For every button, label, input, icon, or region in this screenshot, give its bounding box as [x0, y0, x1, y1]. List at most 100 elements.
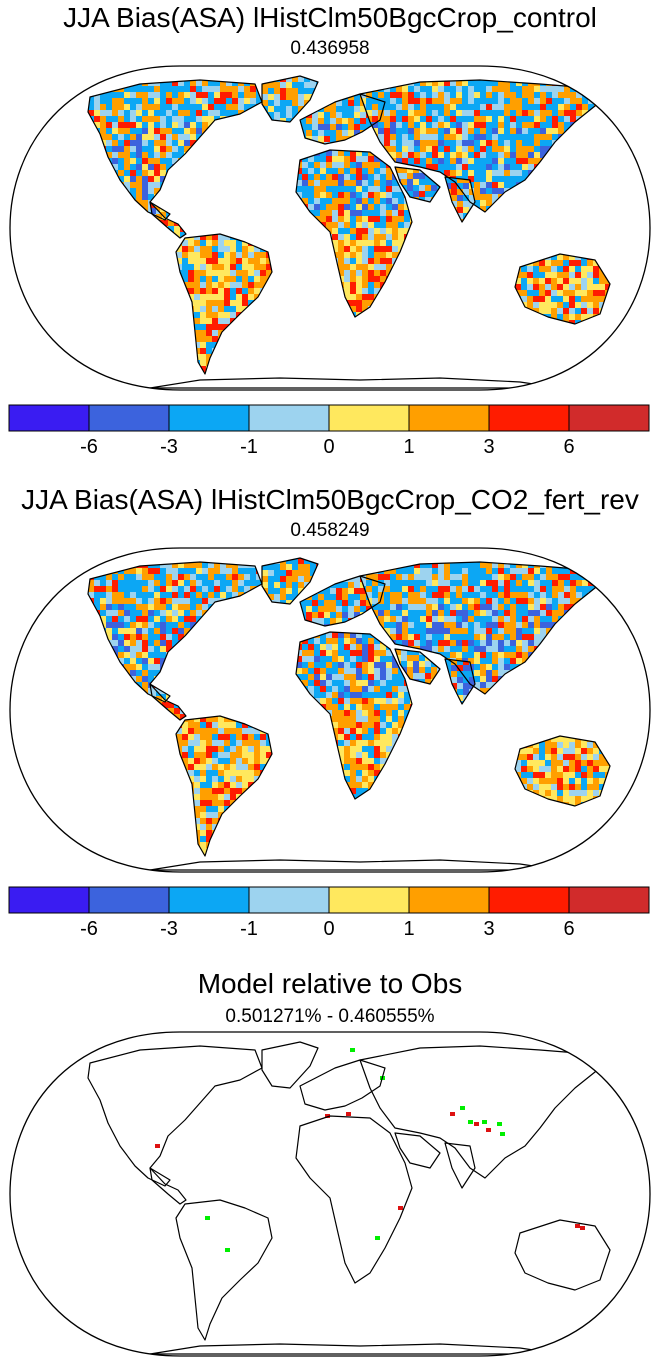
cbar2-label-3: 0: [323, 918, 335, 940]
panel3-title: Model relative to Obs: [197, 968, 463, 999]
cbar2-label-6: 6: [563, 918, 575, 940]
cbar1-label-3: 0: [323, 436, 335, 458]
cbar1-label-1: -3: [160, 436, 178, 458]
map-panel-2: [9, 547, 651, 873]
coastline-antarctica: [149, 377, 561, 389]
cbar2-label-1: -3: [160, 918, 178, 940]
diff-cell: [468, 1120, 473, 1124]
diff-cell: [580, 1226, 585, 1230]
coastline-asia: [359, 561, 601, 695]
coastline-antarctica: [149, 859, 561, 871]
panel1-subtitle: 0.436958: [290, 38, 370, 59]
coastline-australia: [514, 253, 611, 325]
coastline-south-america: [175, 715, 273, 857]
diff-cell: [460, 1106, 465, 1110]
panel1-title: JJA Bias(ASA) lHistClm50BgcCrop_control: [63, 2, 597, 33]
coastline-arabia: [394, 166, 441, 203]
coastline-central-america: [149, 1167, 187, 1205]
coastline-greenland: [261, 75, 319, 123]
colorbar-1-box-1: [88, 404, 170, 432]
colorbar-1-box-0: [8, 404, 90, 432]
diff-cell: [346, 1112, 351, 1116]
cbar1-label-4: 1: [403, 436, 415, 458]
land-fill-south-america: [176, 234, 272, 374]
cbar2-label-5: 3: [483, 918, 495, 940]
diff-cell: [375, 1236, 380, 1240]
diff-cell: [575, 1224, 580, 1228]
coastline-south-america: [175, 1199, 273, 1341]
diff-cell: [155, 1144, 160, 1148]
coastline-north-america: [87, 1045, 263, 1187]
coastline-europe: [299, 1059, 386, 1111]
diff-cell: [486, 1128, 491, 1132]
coastline-arabia: [394, 1132, 441, 1169]
diff-cell: [500, 1132, 505, 1136]
cbar1-label-6: 6: [563, 436, 575, 458]
map-frame: [9, 65, 651, 391]
coastline-greenland: [261, 557, 319, 605]
diff-cell: [225, 1248, 230, 1252]
cbar2-label-4: 1: [403, 918, 415, 940]
cbar1-label-5: 3: [483, 436, 495, 458]
colorbar-1-box-5: [408, 404, 490, 432]
cbar1-label-0: -6: [80, 436, 98, 458]
map-frame: [9, 1031, 651, 1357]
panel3-subtitle: 0.501271% - 0.460555%: [225, 1006, 435, 1027]
coastline-antarctica: [149, 1343, 561, 1355]
colorbar-2-box-1: [88, 886, 170, 914]
colorbar-2-box-5: [408, 886, 490, 914]
map-panel-3: [9, 1031, 651, 1357]
colorbar-2: [8, 886, 650, 914]
coastline-europe: [299, 93, 386, 145]
colorbar-1-box-6: [488, 404, 570, 432]
coastlines: [87, 557, 611, 871]
colorbar-1-box-3: [248, 404, 330, 432]
diff-cell: [398, 1206, 403, 1210]
diff-cell: [205, 1216, 210, 1220]
coastline-south-america: [175, 233, 273, 375]
coastline-australia: [514, 735, 611, 807]
map-panel-1: [9, 65, 651, 391]
colorbar-2-box-4: [328, 886, 410, 914]
coastline-india: [444, 658, 476, 705]
coastline-india: [444, 176, 476, 223]
coastline-australia: [514, 1219, 611, 1291]
coastline-asia: [359, 79, 601, 213]
colorbar-2-box-7: [568, 886, 650, 914]
coastline-asia: [359, 1045, 601, 1179]
colorbar-2-box-2: [168, 886, 250, 914]
colorbar-1-box-7: [568, 404, 650, 432]
coastline-greenland: [261, 1041, 319, 1089]
diff-cell: [474, 1122, 479, 1126]
diff-cell: [350, 1048, 355, 1052]
colorbar-1-box-4: [328, 404, 410, 432]
coastline-arabia: [394, 648, 441, 685]
diff-cell: [325, 1114, 330, 1118]
coastline-africa: [295, 1115, 413, 1284]
panel2-subtitle: 0.458249: [290, 520, 370, 541]
coastline-africa: [295, 149, 413, 318]
cbar1-label-2: -1: [240, 436, 258, 458]
coastline-central-america: [149, 201, 187, 239]
diff-cell: [482, 1120, 487, 1124]
panel2-title: JJA Bias(ASA) lHistClm50BgcCrop_CO2_fert…: [21, 484, 639, 515]
map-frame: [9, 547, 651, 873]
colorbar-2-box-6: [488, 886, 570, 914]
land-fill-south-america: [176, 716, 272, 856]
coastline-central-america: [149, 683, 187, 721]
cbar2-label-0: -6: [80, 918, 98, 940]
coastline-north-america: [87, 79, 263, 221]
coastlines: [87, 1041, 611, 1355]
colorbar-2-box-0: [8, 886, 90, 914]
coastline-north-america: [87, 561, 263, 703]
cbar2-label-2: -1: [240, 918, 258, 940]
colorbar-1: [8, 404, 650, 432]
diff-cell: [497, 1122, 502, 1126]
land-fill-north-america: [88, 562, 262, 702]
coastline-africa: [295, 631, 413, 800]
diff-cell: [450, 1112, 455, 1116]
coastline-india: [444, 1142, 476, 1189]
colorbar-2-box-3: [248, 886, 330, 914]
coastline-europe: [299, 575, 386, 627]
colorbar-1-box-2: [168, 404, 250, 432]
